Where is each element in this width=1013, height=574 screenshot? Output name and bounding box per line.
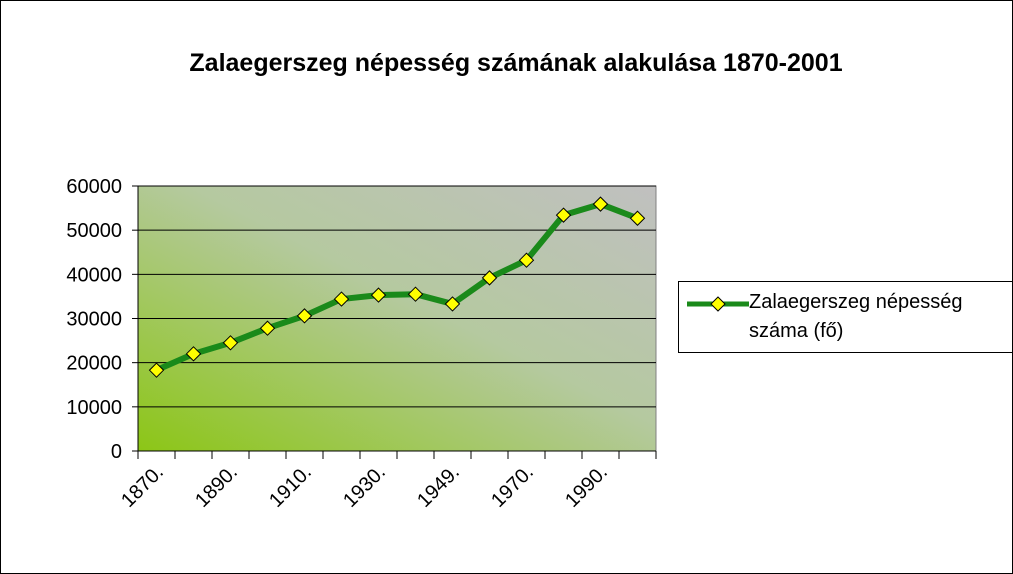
chart-title: Zalaegerszeg népesség számának alakulása… [189,49,843,77]
legend: Zalaegerszeg népesség száma (fő) [678,281,1012,353]
point-marker [370,287,387,303]
x-tick-label: 1910. [265,461,316,512]
y-tick-label: 40000 [66,264,122,286]
point-marker [481,270,498,286]
point-marker [259,320,276,336]
point-marker [444,296,461,312]
point-marker [555,207,572,223]
y-tick-label: 30000 [66,309,122,331]
legend-marker [710,296,726,312]
legend-swatch [687,296,749,312]
point-marker [222,335,239,351]
x-tick-label: 1930. [339,461,390,512]
series-line [155,201,639,373]
point-marker [185,346,202,362]
y-tick-label: 10000 [66,397,122,419]
y-tick-label: 0 [111,441,122,463]
x-tick-label: 1890. [191,461,242,512]
point-marker [407,286,424,302]
point-marker [518,252,535,268]
point-marker [592,196,609,212]
y-tick-label: 60000 [66,176,122,198]
x-tick-label: 1949. [413,461,464,512]
x-tick-label: 1970. [487,461,538,512]
x-tick-label: 1990. [561,461,612,512]
y-tick-label: 50000 [66,220,122,242]
y-tick-label: 20000 [66,353,122,375]
point-marker [296,308,313,324]
point-marker [148,362,165,378]
point-marker [333,291,350,307]
point-marker [629,210,646,226]
x-tick-label: 1870. [117,461,168,512]
legend-label: Zalaegerszeg népesség száma (fő) [749,291,963,342]
